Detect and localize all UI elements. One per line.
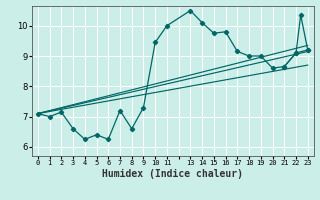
X-axis label: Humidex (Indice chaleur): Humidex (Indice chaleur) [102,169,243,179]
